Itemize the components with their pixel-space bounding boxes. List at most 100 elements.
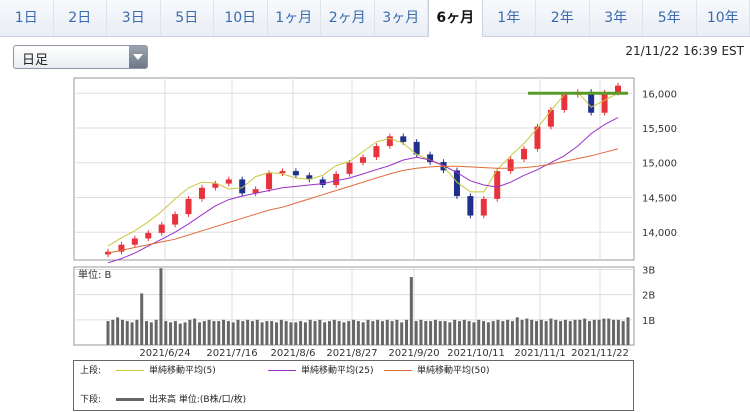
volume-bar [395, 319, 399, 345]
volume-bar [347, 321, 351, 345]
volume-bar [380, 321, 384, 345]
tab-3[interactable]: 5日 [161, 0, 214, 36]
volume-bar [279, 319, 283, 345]
volume-bar [525, 318, 529, 345]
volume-bar [270, 321, 274, 345]
volume-bar [559, 321, 563, 345]
volume-bar [467, 321, 471, 345]
candle-body [131, 238, 138, 245]
volume-bar [323, 322, 327, 345]
tab-0[interactable]: 1日 [0, 0, 54, 36]
tab-10[interactable]: 2年 [536, 0, 590, 36]
chart-legend: 上段: 単純移動平均(5) 単純移動平均(25) 単純移動平均(50) 下段: … [73, 360, 634, 411]
volume-bar [612, 319, 616, 345]
price-tick-label: 16,000 [642, 89, 677, 100]
volume-bar [530, 319, 534, 345]
candle-body [239, 179, 246, 194]
candle-body [333, 173, 340, 185]
volume-bar [453, 319, 457, 345]
tab-2[interactable]: 3日 [107, 0, 161, 36]
volume-bar [299, 321, 303, 345]
chevron-down-icon[interactable] [129, 46, 147, 68]
volume-bar [125, 321, 129, 345]
volume-bar [352, 319, 356, 345]
tab-6[interactable]: 2ヶ月 [321, 0, 375, 36]
volume-bar [482, 321, 486, 345]
volume-bar [202, 321, 206, 345]
x-tick-label: 2021/6/24 [139, 348, 190, 359]
x-tick-label: 2021/8/27 [326, 348, 377, 359]
volume-bar [592, 319, 596, 345]
tab-4[interactable]: 10日 [214, 0, 268, 36]
volume-bar [154, 319, 158, 345]
candle-body [386, 136, 393, 147]
volume-bar [366, 319, 370, 345]
volume-unit-label: 単位: B [78, 268, 112, 281]
volume-bar [409, 277, 413, 345]
volume-bar [149, 322, 153, 345]
volume-bar [361, 322, 365, 345]
tab-1[interactable]: 2日 [54, 0, 107, 36]
candle-body [601, 92, 608, 113]
volume-bar [212, 321, 216, 345]
legend-ma5-label: 単純移動平均(5) [149, 366, 216, 376]
volume-bar [626, 317, 630, 345]
volume-bar [573, 319, 577, 345]
volume-bar [241, 321, 245, 345]
candle-body [306, 175, 313, 180]
candle-body [319, 179, 326, 185]
volume-bar [173, 321, 177, 345]
volume-bar [116, 317, 120, 345]
candle-body [453, 170, 460, 197]
candle-body [413, 141, 420, 155]
candle-body [252, 189, 259, 194]
volume-bar [376, 319, 380, 345]
volume-bar [583, 318, 587, 345]
volume-bar [371, 321, 375, 345]
volume-bar [587, 321, 591, 345]
interval-select-value: 日足 [22, 53, 49, 68]
volume-bar [207, 319, 211, 345]
volume-bar [120, 319, 124, 345]
volume-bar [563, 319, 567, 345]
volume-bar [568, 321, 572, 345]
candle-body [346, 162, 353, 174]
volume-bar [457, 321, 461, 345]
volume-bar [226, 321, 230, 345]
volume-tick-label: 3B [642, 266, 655, 277]
volume-bar [356, 321, 360, 345]
candle-body [158, 224, 165, 233]
candle-body [494, 171, 501, 199]
price-plot-frame [73, 77, 635, 261]
tab-12[interactable]: 5年 [643, 0, 697, 36]
volume-bar [130, 322, 134, 345]
volume-bar [337, 321, 341, 345]
tab-8[interactable]: 6ヶ月 [428, 0, 483, 37]
legend-ma5: 単純移動平均(5) [116, 364, 216, 378]
candle-body [534, 126, 541, 149]
tab-9[interactable]: 1年 [483, 0, 536, 36]
legend-lower-row: 下段: 出来高 単位:(B株/口/枚) [74, 393, 633, 407]
x-tick-label: 2021/10/11 [447, 348, 505, 359]
volume-bar [501, 321, 505, 345]
candle-body [185, 198, 192, 215]
volume-bar [433, 319, 437, 345]
volume-bar [265, 321, 269, 345]
tab-11[interactable]: 3年 [590, 0, 643, 36]
volume-bar [260, 322, 264, 345]
volume-bar [308, 319, 312, 345]
volume-bar [250, 321, 254, 345]
tab-5[interactable]: 1ヶ月 [268, 0, 321, 36]
volume-bar [496, 319, 500, 345]
candle-body [292, 171, 299, 176]
volume-bar [472, 322, 476, 345]
x-tick-label: 2021/11/22 [571, 348, 629, 359]
interval-select[interactable]: 日足 [13, 45, 148, 69]
volume-bar [275, 322, 279, 345]
tab-7[interactable]: 3ヶ月 [375, 0, 428, 36]
period-tabs: 1日 2日 3日 5日 10日 1ヶ月 2ヶ月 3ヶ月 6ヶ月 1年 2年 3年 5年 10年 [0, 0, 750, 37]
volume-bar [438, 321, 442, 345]
volume-bar [539, 319, 543, 345]
ma50-line [107, 148, 619, 254]
volume-bar [385, 319, 389, 345]
